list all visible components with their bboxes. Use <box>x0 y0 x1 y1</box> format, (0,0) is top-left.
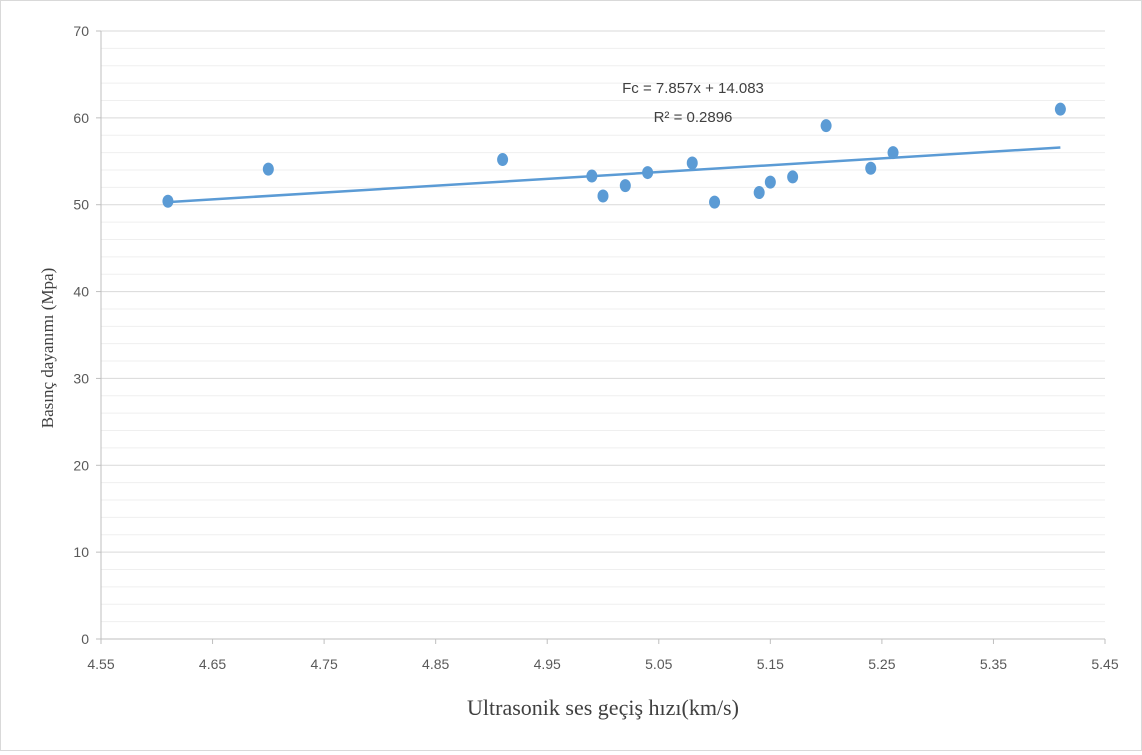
data-point <box>820 119 832 133</box>
data-point <box>262 162 274 176</box>
data-point <box>686 156 698 170</box>
data-point <box>709 195 721 209</box>
x-tick-label: 5.15 <box>757 656 784 672</box>
data-point <box>1054 102 1066 116</box>
grid-lines <box>101 30 1105 640</box>
data-point <box>642 166 654 180</box>
axes <box>100 31 1105 640</box>
y-tick-label: 0 <box>81 631 89 647</box>
x-tick-label: 4.75 <box>310 656 337 672</box>
data-point <box>497 153 509 167</box>
x-tick-label: 4.95 <box>534 656 561 672</box>
trendline-equation: Fc = 7.857x + 14.083 <box>622 80 764 97</box>
y-axis-label: Basınç dayanımı (Mpa) <box>38 268 57 429</box>
y-tick-label: 50 <box>73 197 89 213</box>
x-tick-label: 5.25 <box>868 656 895 672</box>
data-point <box>619 179 631 193</box>
data-point <box>787 170 799 184</box>
data-point <box>162 194 174 208</box>
data-point <box>586 169 598 183</box>
y-tick-labels: 0 10 20 30 40 50 60 70 <box>73 23 101 647</box>
r-squared-label: R² = 0.2896 <box>654 109 733 126</box>
x-tick-label: 4.85 <box>422 656 449 672</box>
data-point <box>597 189 609 203</box>
y-tick-label: 30 <box>73 370 89 386</box>
x-tick-label: 5.05 <box>645 656 672 672</box>
data-point <box>887 146 899 160</box>
x-tick-label: 5.45 <box>1091 656 1118 672</box>
x-axis-label: Ultrasonik ses geçiş hızı(km/s) <box>467 695 739 720</box>
x-tick-label: 4.65 <box>199 656 226 672</box>
data-point <box>865 161 877 175</box>
y-tick-label: 70 <box>73 23 89 39</box>
y-tick-label: 40 <box>73 284 89 300</box>
x-tick-label: 5.35 <box>980 656 1007 672</box>
x-tick-label: 4.55 <box>87 656 114 672</box>
y-tick-label: 20 <box>73 457 89 473</box>
y-tick-label: 10 <box>73 544 89 560</box>
x-tick-labels: 4.55 4.65 4.75 4.85 4.95 5.05 5.15 5.25 5.35 5.45 <box>87 639 1119 672</box>
data-point <box>764 175 776 189</box>
data-point <box>753 186 765 200</box>
trendline <box>167 146 1061 204</box>
data-points <box>162 102 1066 209</box>
y-tick-label: 60 <box>73 110 89 126</box>
